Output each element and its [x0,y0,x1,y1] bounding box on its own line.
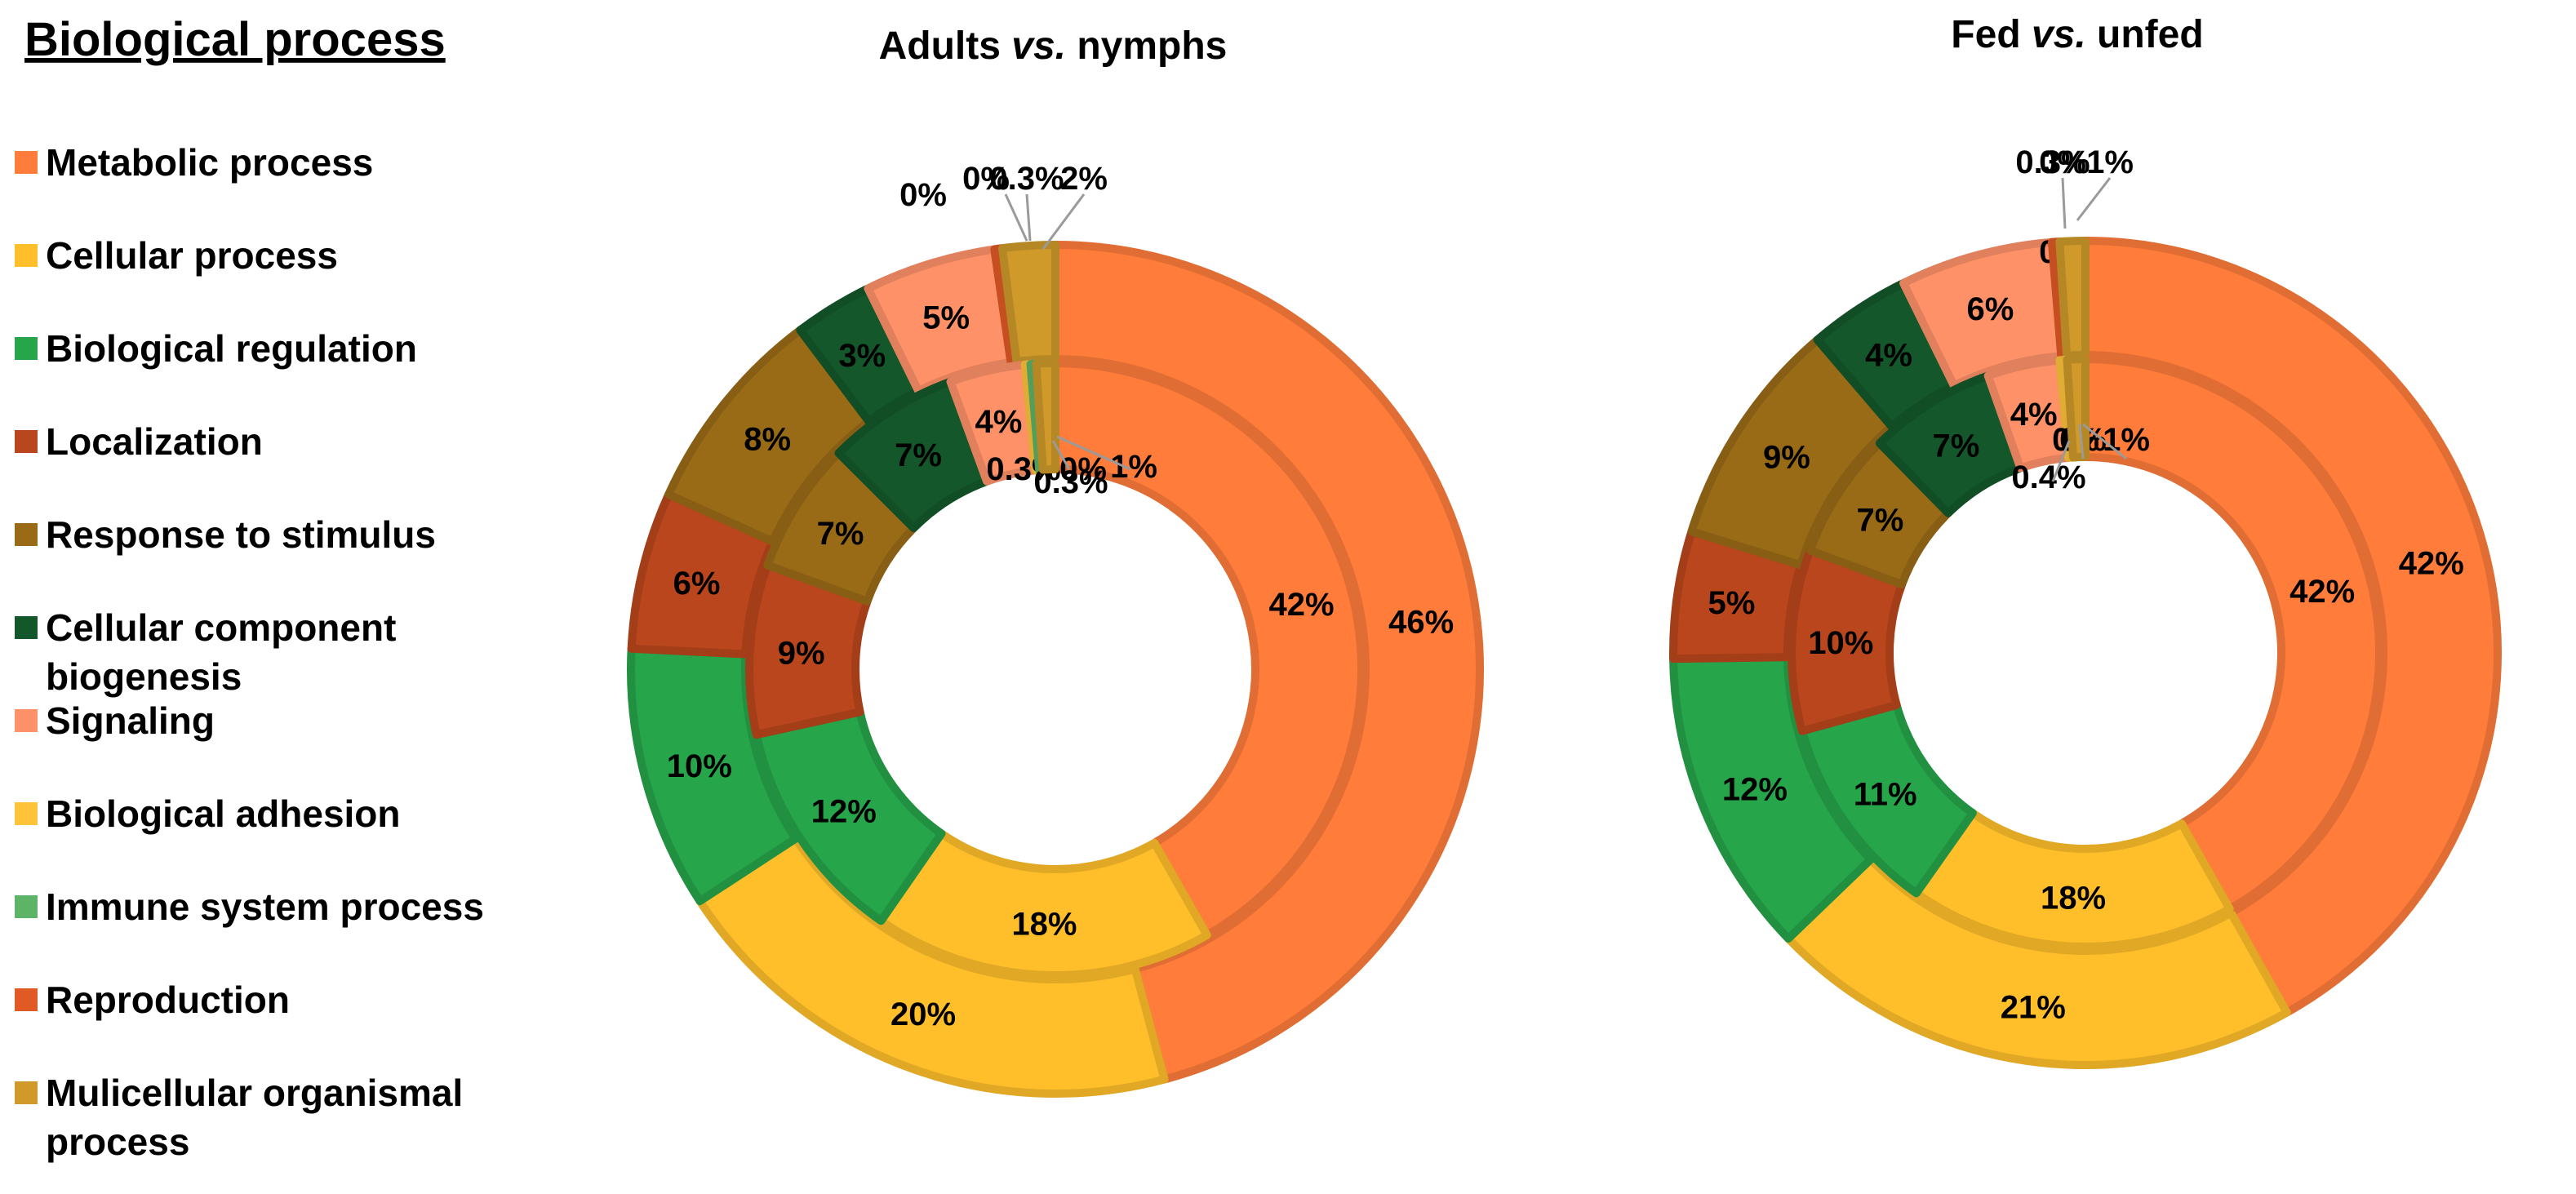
leader-line [1025,193,1032,242]
inner-label-signaling: 4% [975,404,1023,440]
inner-slice-cellular-process [1912,809,2234,951]
legend-label-mulicellular-organismal-process: process [46,1121,189,1163]
leader-line [2051,440,2071,482]
legend-swatch-cellular-component-biogenesis [15,616,38,639]
outer-label-reproduction: 0.3% [989,161,1064,197]
inner-label-response-to-stimulus: 7% [817,516,864,552]
legend: Biological process Metabolic process Cell… [15,13,484,1163]
inner-slice-mulicellular-organismal-process [1032,359,1059,474]
leader-line [2082,423,2127,460]
outer-label-biological-adhesion: 0% [899,177,947,213]
outer-label-biological-adhesion: 0% [2039,144,2086,180]
outer-label-cellular-component-biogenesis: 4% [1865,337,1912,373]
chart-title: Fed vs. unfed [1951,13,2203,56]
outer-label-localization: 5% [1708,585,1756,621]
outer-slice-mulicellular-organismal-process [2055,237,2090,360]
legend-label-cellular-component-biogenesis: biogenesis [46,655,242,698]
outer-label-mulicellular-organismal-process: 1% [2086,144,2134,180]
leader-line [2078,424,2085,459]
outer-label-biological-regulation: 10% [667,748,732,784]
inner-slice-cellular-process [877,829,1211,979]
legend-label-biological-adhesion: Biological adhesion [46,792,401,835]
legend-label-metabolic-process: Metabolic process [46,141,373,184]
inner-label-metabolic-process: 42% [1269,587,1335,623]
inner-label-mulicellular-organismal-process: 1% [2103,422,2150,458]
outer-label-cellular-component-biogenesis: 3% [838,338,886,374]
outer-label-cellular-process: 21% [2001,989,2066,1025]
legend-swatch-cellular-process [15,244,38,267]
outer-label-signaling: 5% [922,300,970,335]
outer-label-metabolic-process: 42% [2399,545,2464,581]
inner-label-localization: 9% [778,636,825,672]
legend-swatch-immune-system-process [15,895,38,918]
legend-label-localization: Localization [46,420,263,463]
outer-label-cellular-process: 20% [890,996,956,1032]
legend-title: Biological process [24,13,446,66]
legend-swatch-biological-adhesion [15,802,38,825]
legend-swatch-signaling [15,709,38,732]
legend-label-cellular-process: Cellular process [46,234,338,277]
inner-label-cellular-process: 18% [2041,881,2106,917]
legend-swatch-mulicellular-organismal-process [15,1081,38,1104]
legend-label-mulicellular-organismal-process: Mulicellular organismal [46,1072,463,1114]
legend-label-signaling: Signaling [46,699,215,742]
inner-label-cellular-component-biogenesis: 7% [895,437,942,473]
inner-label-biological-regulation: 12% [811,794,877,830]
legend-label-reproduction: Reproduction [46,979,290,1021]
leader-line [1056,435,1131,471]
outer-label-reproduction: 0.3% [2015,144,2090,180]
outer-label-mulicellular-organismal-process: 2% [1060,161,1108,197]
inner-label-localization: 10% [1808,625,1873,661]
outer-label-biological-regulation: 12% [1722,772,1788,808]
inner-label-biological-regulation: 11% [1854,777,1917,813]
leader-line [1051,440,1071,470]
outer-label-localization: 6% [673,566,721,601]
inner-label-metabolic-process: 42% [2290,574,2355,610]
inner-label-cellular-process: 18% [1011,907,1077,943]
chart-title: Adults vs. nymphs [879,24,1228,68]
inner-label-reproduction: 0% [1059,451,1107,487]
outer-label-response-to-stimulus: 9% [1763,440,1810,476]
leader-line [2061,177,2067,229]
legend-label-cellular-component-biogenesis: Cellular component [46,606,396,649]
legend-swatch-response-to-stimulus [15,523,38,546]
leader-line [1004,193,1028,242]
legend-swatch-metabolic-process [15,151,38,174]
outer-label-response-to-stimulus: 8% [744,422,791,458]
legend-swatch-reproduction [15,988,38,1011]
inner-slice-metabolic-process [1051,359,1366,939]
legend-swatch-localization [15,430,38,453]
legend-label-immune-system-process: Immune system process [46,886,484,928]
outer-label-immune-system-process: 0% [962,161,1010,197]
donut-chart-2: Fed vs. unfed42%21%12%5%9%4%6%0%0%0.3%1%… [1669,13,2502,1069]
inner-slice-metabolic-process [2081,355,2383,913]
outer-label-metabolic-process: 46% [1388,604,1454,640]
inner-label-cellular-component-biogenesis: 7% [1933,428,1980,464]
inner-label-biological-adhesion: 0.4% [2011,459,2085,495]
leader-line [1042,193,1086,250]
outer-label-signaling: 6% [1967,291,2014,327]
inner-label-mulicellular-organismal-process: 1% [1110,449,1157,485]
legend-label-response-to-stimulus: Response to stimulus [46,513,436,556]
legend-label-biological-regulation: Biological regulation [46,327,417,370]
inner-label-signaling: 4% [2010,397,2058,433]
leader-line [2076,177,2112,221]
legend-swatch-biological-regulation [15,337,38,360]
inner-label-response-to-stimulus: 7% [1856,503,1903,539]
